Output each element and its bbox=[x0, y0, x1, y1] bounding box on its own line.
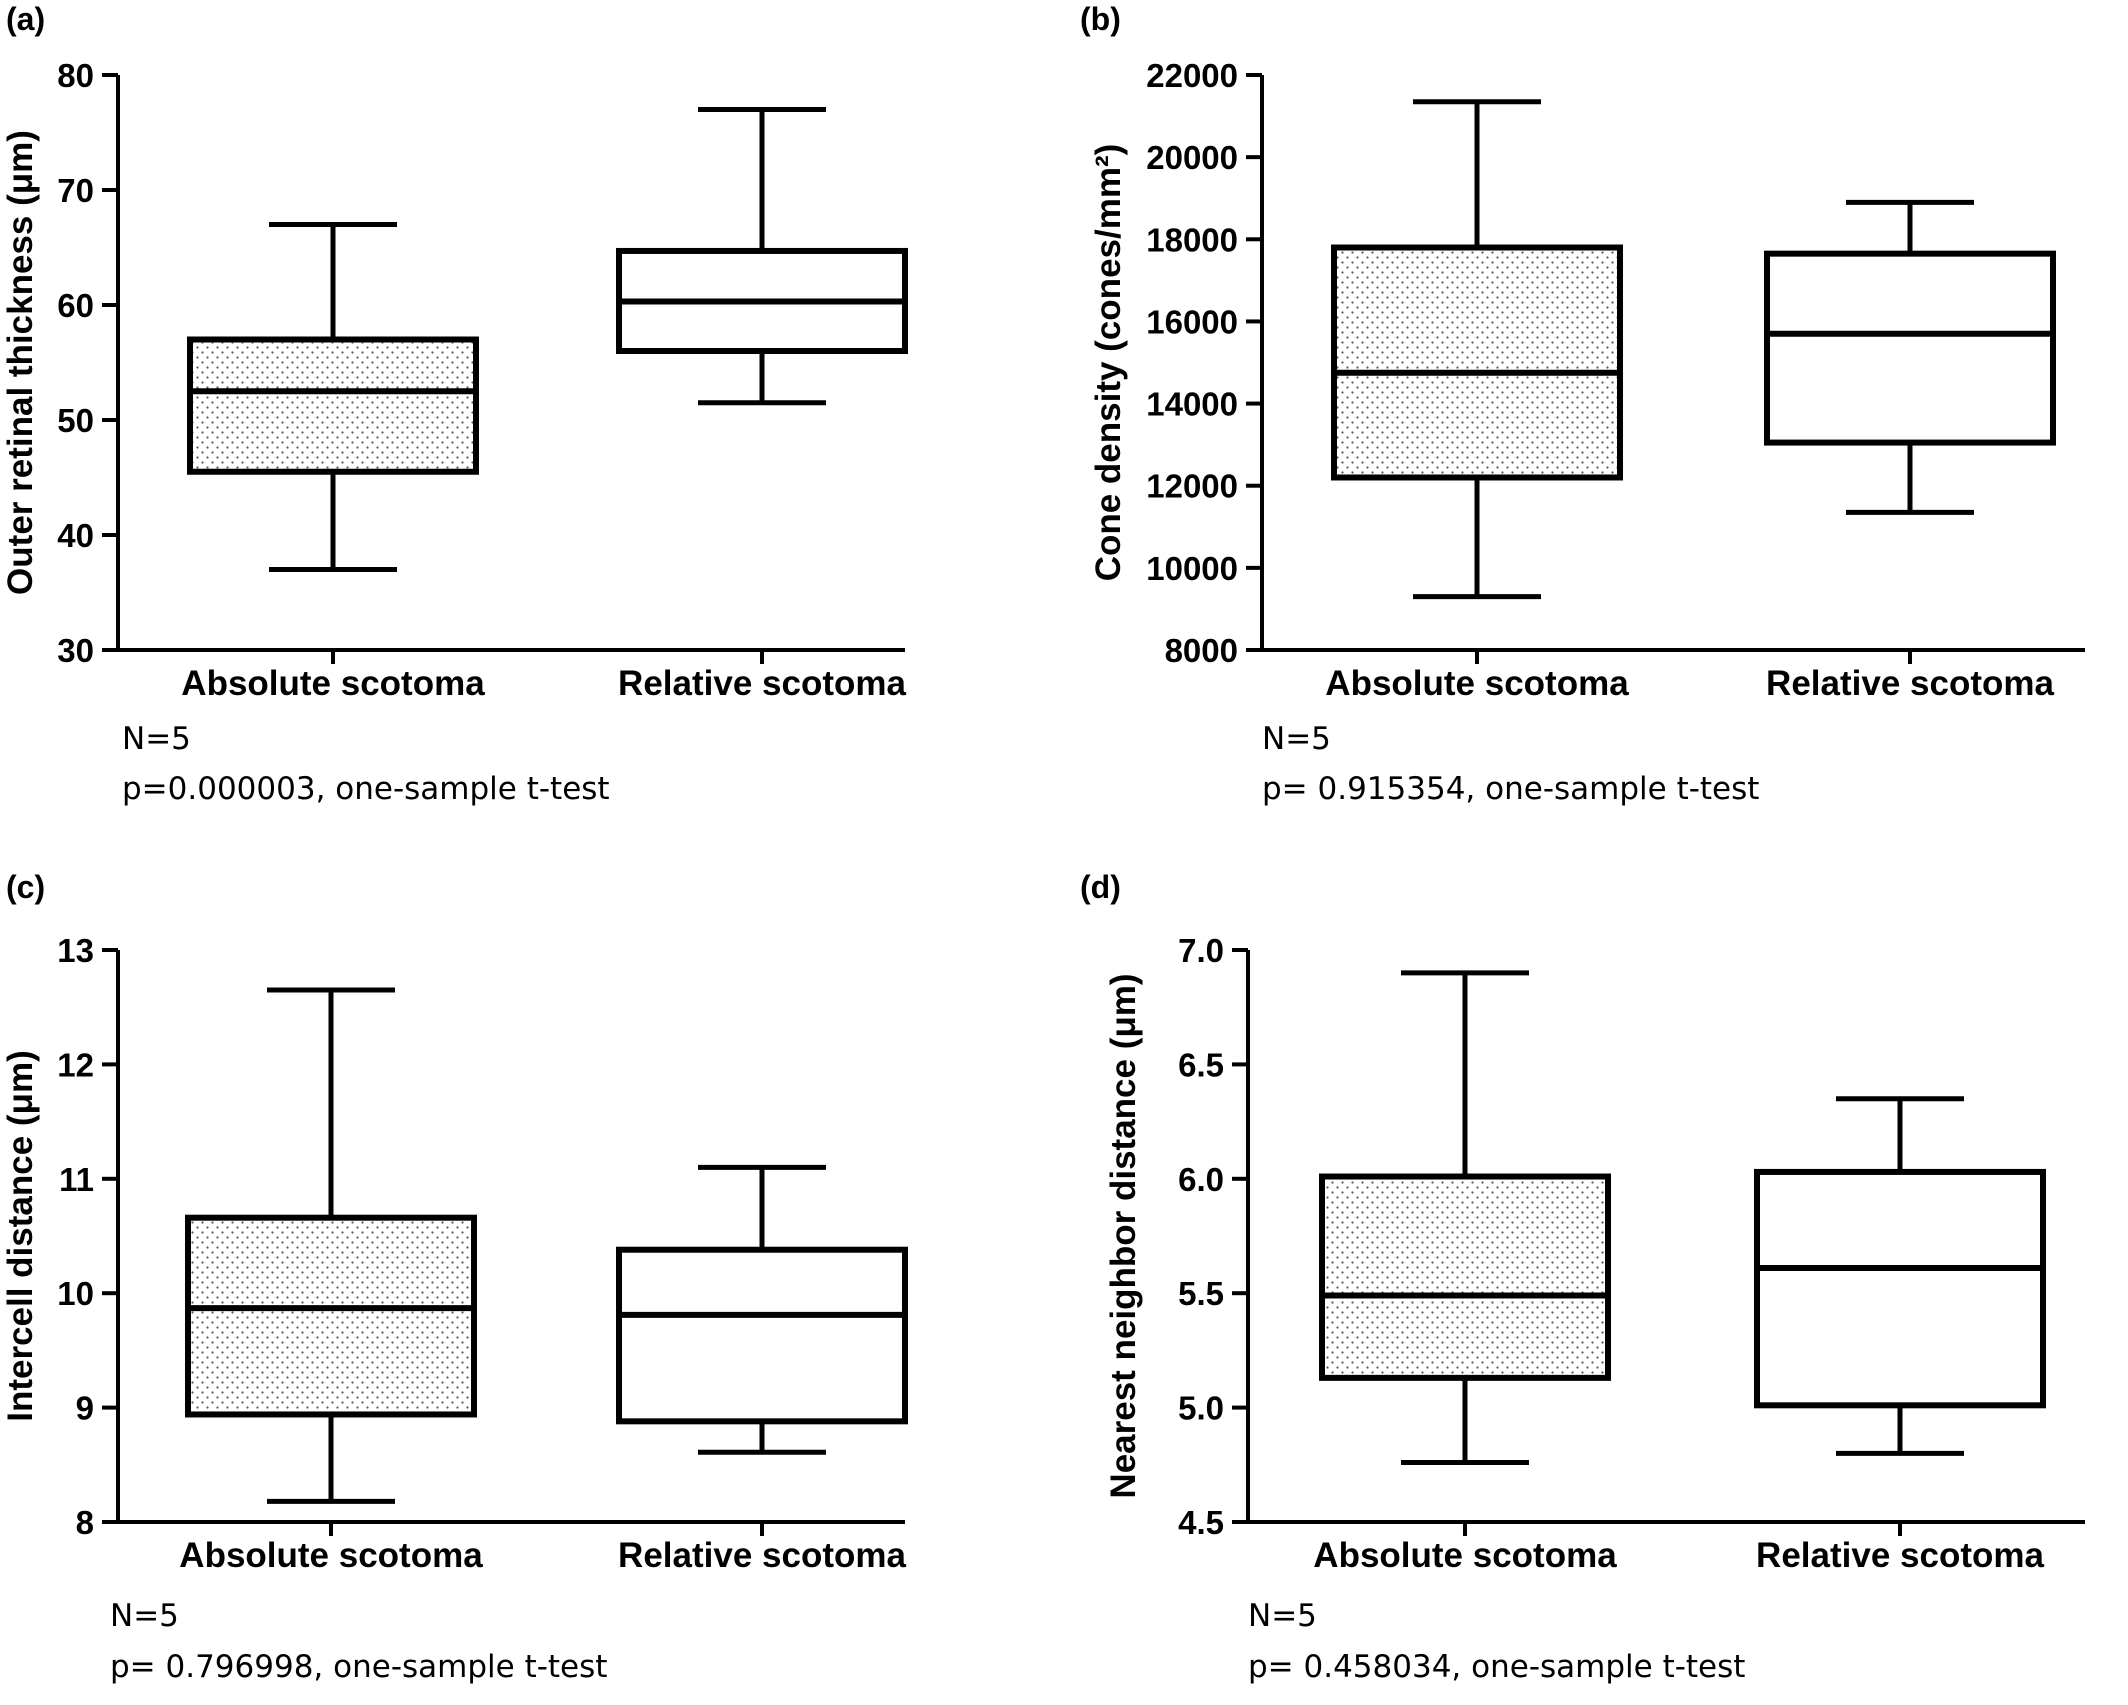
y-tick-label: 12000 bbox=[1146, 468, 1238, 505]
iqr-box bbox=[1764, 250, 2056, 446]
y-tick-label: 40 bbox=[57, 517, 94, 554]
iqr-box bbox=[1331, 244, 1623, 481]
y-tick-label: 4.5 bbox=[1178, 1504, 1224, 1541]
y-tick-label: 5.0 bbox=[1178, 1390, 1224, 1427]
sample-size-note: N=5 bbox=[110, 1598, 179, 1634]
p-value-note: p= 0.796998, one-sample t-test bbox=[110, 1649, 607, 1685]
sample-size-note: N=5 bbox=[1262, 721, 1331, 757]
y-tick-label: 6.0 bbox=[1178, 1161, 1224, 1198]
y-axis-title: Outer retinal thickness (μm) bbox=[1, 130, 40, 595]
iqr-box bbox=[1319, 1173, 1611, 1381]
p-value-note: p= 0.915354, one-sample t-test bbox=[1262, 771, 1759, 807]
iqr-box bbox=[616, 1246, 908, 1425]
iqr-box bbox=[187, 336, 479, 475]
y-tick-label: 60 bbox=[57, 287, 94, 324]
panel-label: (c) bbox=[6, 869, 45, 905]
y-tick-label: 14000 bbox=[1146, 386, 1238, 423]
box-relative-scotoma bbox=[1764, 199, 2056, 515]
y-tick-label: 30 bbox=[57, 632, 94, 669]
sample-size-note: N=5 bbox=[1248, 1598, 1317, 1634]
y-axis-title: Nearest neighbor distance (μm) bbox=[1104, 973, 1143, 1498]
y-tick-label: 13 bbox=[57, 932, 94, 969]
chart-panel-1: (a) 30 40 50 60 70 80 Absolute scotoma Relative … bbox=[1, 1, 908, 807]
y-axis-title: Cone density (cones/mm²) bbox=[1089, 144, 1128, 582]
category-label: Absolute scotoma bbox=[1325, 664, 1629, 703]
y-tick-label: 16000 bbox=[1146, 303, 1238, 340]
panel-label: (b) bbox=[1080, 1, 1121, 37]
panel-label: (a) bbox=[6, 1, 45, 37]
y-tick-label: 5.5 bbox=[1178, 1275, 1224, 1312]
y-tick-label: 6.5 bbox=[1178, 1046, 1224, 1083]
y-tick-label: 20000 bbox=[1146, 139, 1238, 176]
box-relative-scotoma bbox=[616, 107, 908, 406]
category-label: Relative scotoma bbox=[618, 1536, 906, 1575]
y-tick-label: 70 bbox=[57, 172, 94, 209]
category-label: Absolute scotoma bbox=[181, 664, 485, 703]
y-tick-label: 11 bbox=[59, 1161, 94, 1198]
category-label: Absolute scotoma bbox=[179, 1536, 483, 1575]
y-tick-label: 18000 bbox=[1146, 221, 1238, 258]
iqr-box bbox=[1754, 1168, 2046, 1409]
category-label: Relative scotoma bbox=[1756, 1536, 2044, 1575]
box-relative-scotoma bbox=[1754, 1096, 2046, 1456]
iqr-box bbox=[185, 1214, 477, 1418]
p-value-note: p= 0.458034, one-sample t-test bbox=[1248, 1649, 1745, 1685]
box-relative-scotoma bbox=[616, 1164, 908, 1455]
chart-panel-3: (c) 8 9 10 11 12 13 Absolute scotoma Relative sc… bbox=[1, 869, 908, 1685]
y-tick-label: 50 bbox=[57, 402, 94, 439]
y-tick-label: 9 bbox=[76, 1390, 94, 1427]
box-absolute-scotoma bbox=[187, 222, 479, 572]
box-absolute-scotoma bbox=[1331, 99, 1623, 600]
chart-panel-2: (b) 8000 10000 12000 14000 16000 18000 20000 220… bbox=[1080, 1, 2085, 807]
y-tick-label: 22000 bbox=[1146, 57, 1238, 94]
box-absolute-scotoma bbox=[185, 987, 477, 1504]
box-absolute-scotoma bbox=[1319, 970, 1611, 1466]
category-label: Relative scotoma bbox=[1766, 664, 2054, 703]
y-tick-label: 8 bbox=[76, 1504, 94, 1541]
y-tick-label: 80 bbox=[57, 57, 94, 94]
y-tick-label: 8000 bbox=[1165, 632, 1238, 669]
y-tick-label: 7.0 bbox=[1178, 932, 1224, 969]
y-tick-label: 12 bbox=[57, 1046, 94, 1083]
y-tick-label: 10 bbox=[57, 1275, 94, 1312]
y-axis-title: Intercell distance (μm) bbox=[1, 1050, 40, 1422]
category-label: Relative scotoma bbox=[618, 664, 906, 703]
y-tick-label: 10000 bbox=[1146, 550, 1238, 587]
panel-label: (d) bbox=[1080, 869, 1121, 905]
chart-panel-4: (d) 4.5 5.0 5.5 6.0 6.5 7.0 Absolute scotoma Rel… bbox=[1080, 869, 2085, 1685]
sample-size-note: N=5 bbox=[122, 721, 191, 757]
category-label: Absolute scotoma bbox=[1313, 1536, 1617, 1575]
p-value-note: p=0.000003, one-sample t-test bbox=[122, 771, 610, 807]
